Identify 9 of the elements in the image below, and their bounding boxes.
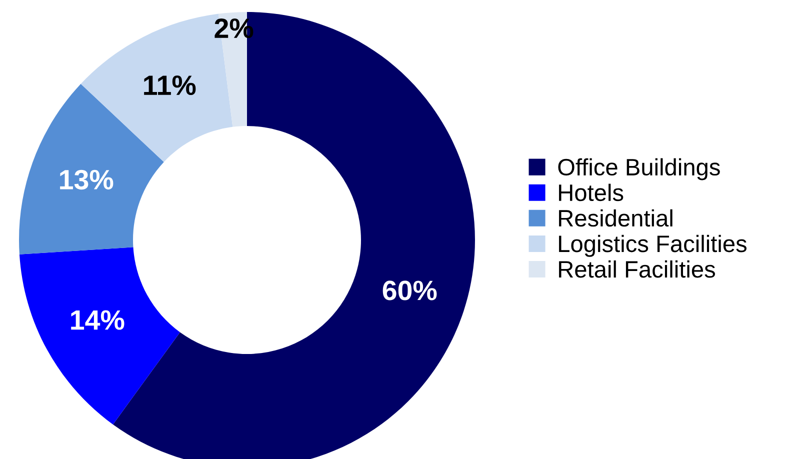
legend-label: Hotels bbox=[559, 184, 624, 202]
legend-label: Residential bbox=[559, 209, 672, 227]
data-label: 60% bbox=[382, 280, 437, 300]
legend-label: Logistics Facilities bbox=[559, 234, 747, 257]
legend-label: Office Buildings bbox=[558, 158, 720, 180]
legend-label: Retail Facilities bbox=[559, 260, 716, 278]
data-label: 11% bbox=[144, 75, 196, 96]
data-label: 14% bbox=[71, 310, 124, 330]
data-label: 13% bbox=[60, 170, 114, 190]
